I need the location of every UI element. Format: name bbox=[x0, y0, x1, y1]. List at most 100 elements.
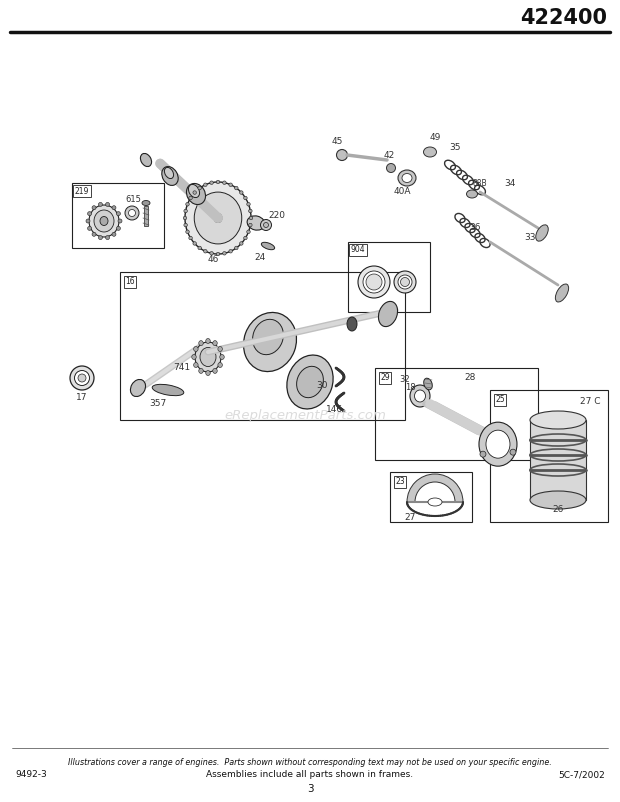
Ellipse shape bbox=[536, 225, 548, 241]
Text: 5C-7/2002: 5C-7/2002 bbox=[558, 770, 605, 779]
Ellipse shape bbox=[193, 241, 197, 245]
Ellipse shape bbox=[287, 355, 333, 409]
Bar bbox=[530, 420, 586, 500]
Ellipse shape bbox=[210, 252, 213, 255]
Text: 615: 615 bbox=[125, 195, 141, 204]
Ellipse shape bbox=[70, 366, 94, 390]
Ellipse shape bbox=[199, 341, 203, 346]
Text: 40A: 40A bbox=[393, 188, 410, 196]
Ellipse shape bbox=[260, 220, 272, 230]
Ellipse shape bbox=[480, 452, 486, 457]
Bar bbox=[375, 368, 538, 460]
Ellipse shape bbox=[252, 319, 283, 354]
Ellipse shape bbox=[530, 411, 586, 429]
Bar bbox=[390, 472, 472, 522]
Text: 146: 146 bbox=[327, 406, 343, 415]
Ellipse shape bbox=[195, 342, 221, 372]
Ellipse shape bbox=[234, 246, 238, 249]
Text: 27: 27 bbox=[404, 512, 415, 521]
Ellipse shape bbox=[117, 226, 120, 230]
Ellipse shape bbox=[229, 183, 232, 187]
Ellipse shape bbox=[249, 209, 252, 213]
Ellipse shape bbox=[262, 242, 275, 249]
Bar bbox=[144, 206, 148, 226]
Ellipse shape bbox=[394, 271, 416, 293]
Ellipse shape bbox=[198, 186, 202, 190]
Ellipse shape bbox=[89, 205, 119, 237]
Ellipse shape bbox=[244, 313, 296, 371]
Ellipse shape bbox=[239, 191, 243, 194]
Ellipse shape bbox=[141, 153, 151, 167]
Ellipse shape bbox=[219, 354, 224, 359]
Ellipse shape bbox=[216, 180, 219, 184]
Ellipse shape bbox=[398, 170, 416, 186]
Ellipse shape bbox=[185, 182, 251, 254]
Text: 42: 42 bbox=[383, 151, 394, 160]
Ellipse shape bbox=[192, 354, 197, 359]
Text: 49: 49 bbox=[429, 133, 441, 143]
Ellipse shape bbox=[363, 271, 385, 293]
Ellipse shape bbox=[214, 213, 222, 222]
Ellipse shape bbox=[358, 266, 390, 298]
Text: 219: 219 bbox=[75, 187, 89, 196]
Text: 16: 16 bbox=[125, 277, 135, 286]
Text: 18: 18 bbox=[405, 383, 415, 392]
Ellipse shape bbox=[164, 168, 174, 179]
Ellipse shape bbox=[188, 184, 200, 197]
Text: 26: 26 bbox=[552, 505, 564, 515]
Ellipse shape bbox=[210, 181, 213, 184]
Ellipse shape bbox=[415, 390, 425, 402]
Ellipse shape bbox=[244, 237, 247, 240]
Ellipse shape bbox=[206, 371, 210, 375]
Ellipse shape bbox=[128, 209, 136, 217]
Text: 904: 904 bbox=[351, 245, 365, 254]
Text: 422400: 422400 bbox=[520, 8, 607, 28]
Ellipse shape bbox=[200, 347, 216, 367]
Ellipse shape bbox=[184, 209, 187, 213]
Ellipse shape bbox=[213, 341, 217, 346]
Ellipse shape bbox=[556, 284, 569, 302]
Bar bbox=[120, 272, 405, 420]
Ellipse shape bbox=[423, 379, 432, 390]
Ellipse shape bbox=[100, 217, 108, 225]
Text: Assemblies include all parts shown in frames.: Assemblies include all parts shown in fr… bbox=[206, 770, 414, 779]
Ellipse shape bbox=[247, 202, 250, 206]
Text: 27 C: 27 C bbox=[580, 398, 601, 407]
Text: 741: 741 bbox=[174, 363, 190, 371]
Ellipse shape bbox=[247, 230, 250, 233]
Ellipse shape bbox=[337, 149, 347, 160]
Text: 35: 35 bbox=[450, 143, 461, 152]
Text: 357: 357 bbox=[149, 399, 167, 407]
Ellipse shape bbox=[92, 233, 96, 237]
Bar bbox=[348, 242, 430, 312]
Ellipse shape bbox=[193, 363, 198, 367]
Ellipse shape bbox=[130, 379, 146, 396]
Ellipse shape bbox=[234, 186, 238, 190]
Ellipse shape bbox=[466, 190, 477, 198]
Ellipse shape bbox=[428, 498, 442, 506]
Text: 220: 220 bbox=[268, 210, 285, 220]
Ellipse shape bbox=[184, 217, 187, 220]
Ellipse shape bbox=[74, 371, 89, 386]
Ellipse shape bbox=[398, 275, 412, 289]
Text: 88B: 88B bbox=[472, 180, 487, 188]
Text: 23: 23 bbox=[395, 477, 405, 487]
Ellipse shape bbox=[112, 233, 116, 237]
Text: 32: 32 bbox=[400, 375, 410, 384]
Text: 30: 30 bbox=[316, 380, 328, 390]
Ellipse shape bbox=[94, 210, 114, 232]
Text: 9492-3: 9492-3 bbox=[15, 770, 46, 779]
Ellipse shape bbox=[530, 491, 586, 509]
Text: 25: 25 bbox=[495, 395, 505, 404]
Ellipse shape bbox=[347, 317, 357, 331]
Ellipse shape bbox=[244, 196, 247, 200]
Bar bbox=[490, 390, 608, 522]
Ellipse shape bbox=[193, 346, 198, 351]
Ellipse shape bbox=[486, 430, 510, 458]
Ellipse shape bbox=[78, 374, 86, 382]
Text: eReplacementParts.com: eReplacementParts.com bbox=[224, 408, 386, 422]
Ellipse shape bbox=[239, 241, 243, 245]
Ellipse shape bbox=[401, 277, 409, 286]
Ellipse shape bbox=[296, 367, 324, 398]
Ellipse shape bbox=[216, 253, 219, 256]
